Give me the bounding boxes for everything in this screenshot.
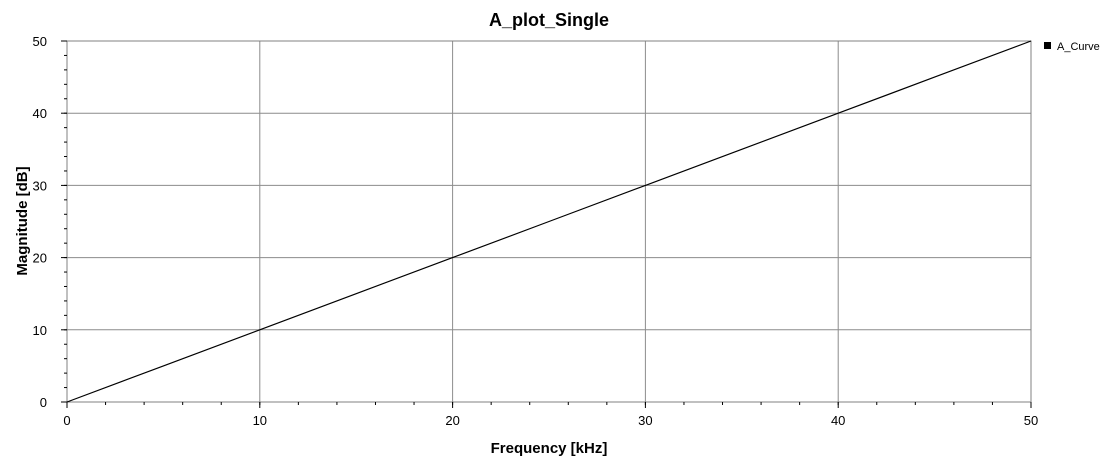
series-line-a-curve: [66, 40, 1032, 403]
axis-ticks: 0 10 20 30 40 50 0 10 20 30 40 50: [33, 34, 1039, 428]
y-tick-label: 20: [33, 251, 47, 266]
y-tick-label: 50: [33, 34, 47, 49]
x-tick-label: 30: [638, 413, 652, 428]
legend: A_Curve: [1044, 41, 1100, 53]
plot-area-frame: [66, 40, 1032, 403]
y-tick-label: 0: [40, 395, 47, 410]
x-axis-label: Frequency [kHz]: [491, 440, 608, 457]
x-tick-label: 40: [831, 413, 845, 428]
legend-swatch-a-curve: [1044, 42, 1051, 49]
series-layer: [66, 40, 1032, 403]
x-tick-label: 0: [63, 413, 70, 428]
legend-label-a-curve: A_Curve: [1057, 41, 1100, 53]
y-axis-label: Magnitude [dB]: [14, 166, 31, 275]
chart-title: A_plot_Single: [489, 10, 609, 30]
y-tick-label: 10: [33, 323, 47, 338]
x-tick-label: 10: [253, 413, 267, 428]
x-tick-label: 50: [1024, 413, 1038, 428]
x-tick-label: 20: [445, 413, 459, 428]
y-tick-label: 30: [33, 178, 47, 193]
y-tick-label: 40: [33, 106, 47, 121]
